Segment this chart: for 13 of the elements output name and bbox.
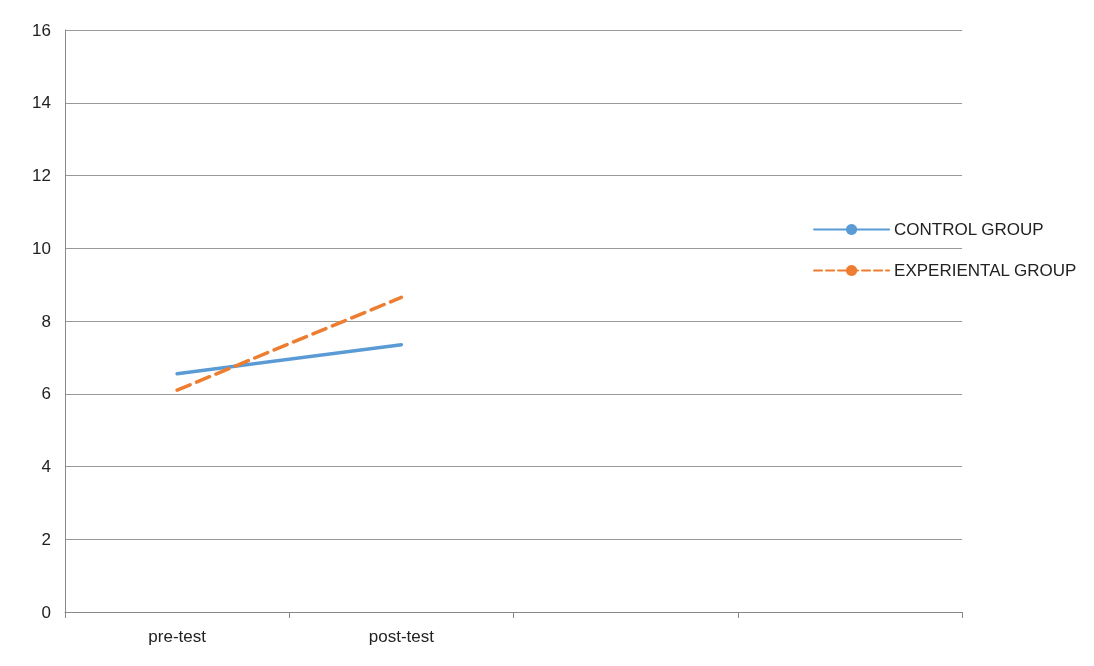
x-tick-label: pre-test — [148, 627, 207, 646]
y-tick-label: 12 — [32, 166, 51, 185]
legend-label: CONTROL GROUP — [894, 220, 1044, 239]
y-tick-label: 0 — [41, 602, 51, 622]
x-tick-label: post-test — [368, 627, 435, 646]
y-tick-label: 2 — [41, 529, 51, 549]
y-tick-label: 14 — [32, 93, 51, 113]
y-tick-label: 10 — [32, 238, 51, 258]
y-tick-label: 16 — [32, 20, 51, 40]
legend-label: EXPERIENTAL GROUP — [894, 261, 1077, 280]
y-tick-label: 8 — [41, 311, 51, 331]
y-tick-label: 4 — [41, 457, 51, 476]
y-tick-label: 6 — [41, 384, 51, 404]
